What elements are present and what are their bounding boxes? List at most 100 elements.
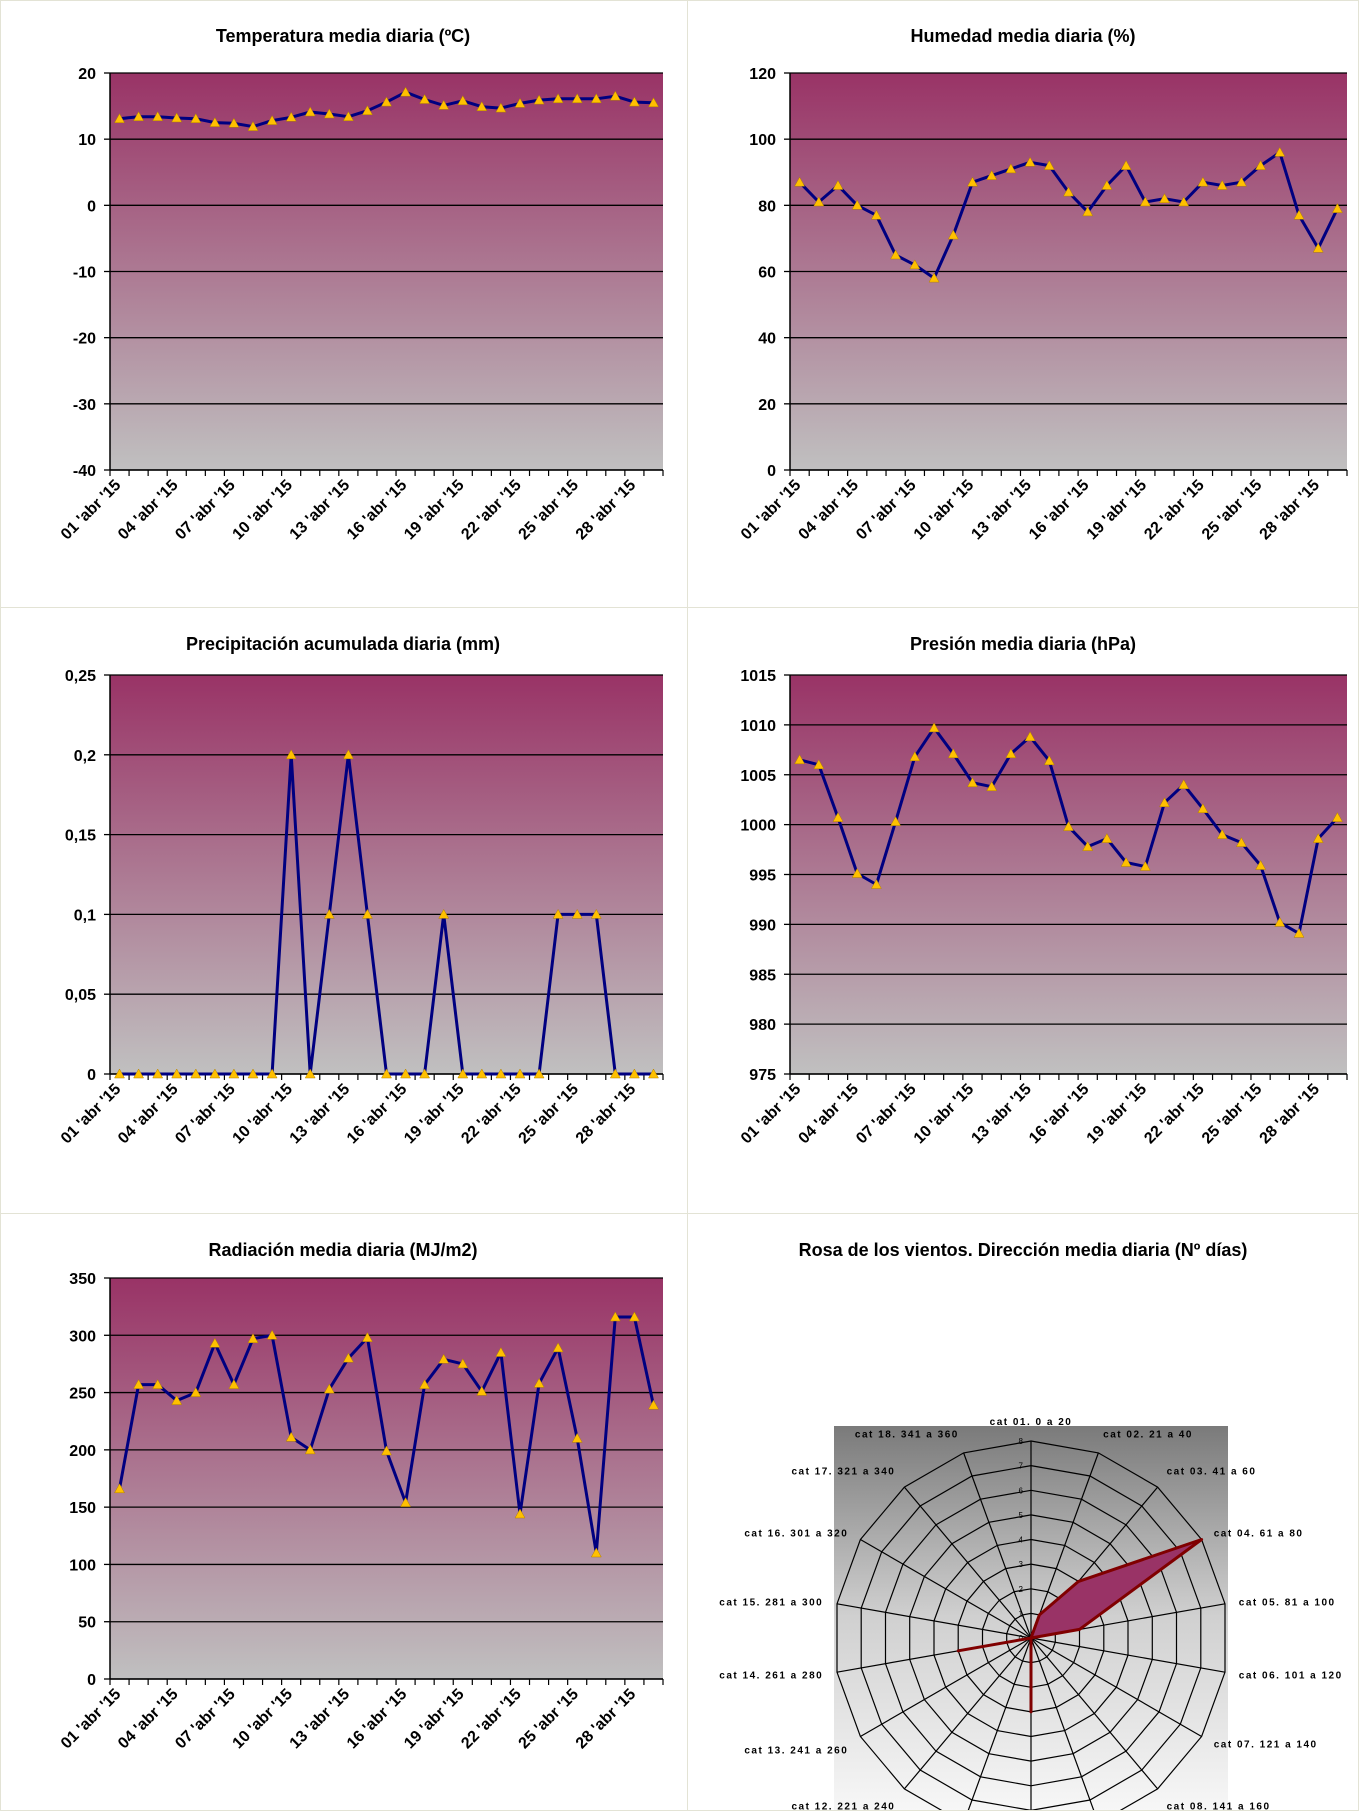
y-tick-label: 0,05 [65, 987, 96, 1004]
x-tick-label: 10 'abr '15 [230, 1081, 297, 1148]
y-tick-label: 0 [87, 198, 96, 215]
data-point [495, 102, 507, 113]
data-point [1235, 837, 1247, 847]
data-point [1178, 196, 1190, 207]
frame-left [0, 0, 1, 1811]
rose-category-label: cat 17. 321 a 340 [791, 1466, 895, 1477]
x-tick-label: 10 'abr '15 [230, 1686, 297, 1753]
data-point [1043, 755, 1055, 766]
y-tick-label: 50 [78, 1615, 96, 1632]
rose-spoke [860, 1637, 1032, 1738]
data-point [1043, 160, 1055, 170]
chart-title: Temperatura media diaria (ºC) [215, 26, 471, 46]
data-point [552, 93, 564, 104]
data-point [209, 1337, 221, 1348]
data-point [609, 1068, 621, 1079]
y-tick-label: 1015 [740, 668, 776, 685]
rose-radial-tick: 7 [1019, 1462, 1024, 1471]
y-tick-label: 1000 [740, 818, 776, 835]
data-point [400, 1068, 412, 1079]
rose-category-label: cat 07. 121 a 140 [1214, 1740, 1318, 1751]
x-tick-label: 16 'abr '15 [344, 477, 411, 544]
x-tick-label: 13 'abr '15 [968, 477, 1035, 544]
x-tick-label: 13 'abr '15 [968, 1081, 1035, 1148]
x-tick-label: 22 'abr '15 [458, 1081, 525, 1148]
data-point [190, 1068, 202, 1079]
data-point [967, 176, 978, 187]
data-point [361, 105, 373, 115]
x-tick-label: 04 'abr '15 [115, 1686, 182, 1753]
y-tick-label: 80 [758, 198, 776, 215]
data-point [1024, 156, 1036, 167]
y-tick-label: 0,15 [65, 828, 96, 845]
chart-title: Humedad media diaria (%) [910, 26, 1136, 46]
rose-spoke [967, 1637, 1032, 1810]
rose-category-label: cat 16. 301 a 320 [744, 1529, 848, 1540]
chart-radiation: Radiación media diaria (MJ/m2) 0 50 100 150… [0, 1214, 686, 1810]
rose-spoke [1030, 1452, 1099, 1639]
data-point [228, 117, 240, 128]
data-point [1005, 163, 1017, 174]
data-point [947, 748, 959, 759]
y-tick-label: -40 [73, 463, 96, 480]
rose-radial-tick: 6 [1019, 1486, 1024, 1495]
x-tick-label: 19 'abr '15 [1084, 1081, 1151, 1148]
data-point [342, 111, 354, 121]
data-point [648, 1068, 659, 1079]
data-point [476, 101, 488, 111]
data-point [1139, 196, 1151, 207]
data-point [967, 777, 978, 787]
chart-title: Rosa de los vientos. Dirección media dia… [798, 1240, 1248, 1260]
data-point [133, 1068, 145, 1079]
y-tick-label: 40 [758, 331, 776, 348]
x-tick-label: 16 'abr '15 [344, 1686, 411, 1753]
y-tick-label: 20 [78, 66, 96, 83]
x-tick-label: 07 'abr '15 [853, 1081, 920, 1148]
rose-category-label: cat 15. 281 a 300 [719, 1597, 823, 1608]
data-point [628, 96, 640, 107]
data-point [457, 1358, 469, 1369]
data-point [928, 722, 940, 733]
y-tick-label: 0,25 [65, 668, 96, 685]
chart-humidity: Humedad media diaria (%) 0 20 40 60 80 100 120… [688, 0, 1358, 606]
data-point [457, 1068, 469, 1079]
data-point [1293, 209, 1305, 220]
rose-category-label: cat 13. 241 a 260 [744, 1746, 848, 1757]
x-tick-label: 25 'abr '15 [1199, 1081, 1266, 1148]
chart-pressure: Presión media diaria (hPa) 975 980 985 990 9… [688, 608, 1358, 1212]
rose-radial-tick: 1 [1019, 1609, 1024, 1618]
data-point [285, 749, 297, 760]
x-tick-label: 28 'abr '15 [1257, 477, 1324, 544]
data-point [228, 1068, 240, 1079]
data-point [909, 259, 921, 270]
data-point [1255, 160, 1267, 170]
data-point [171, 1395, 183, 1405]
data-point [514, 97, 526, 108]
x-tick-label: 22 'abr '15 [458, 477, 525, 544]
data-point [832, 179, 844, 190]
rose-spoke [1030, 1637, 1095, 1810]
data-point [870, 878, 882, 889]
data-point [590, 908, 602, 919]
data-point [628, 1068, 640, 1079]
data-point [628, 1311, 640, 1322]
rose-radial-tick: 2 [1019, 1585, 1024, 1594]
y-tick-label: 0 [767, 463, 776, 480]
data-point [1063, 186, 1074, 197]
y-tick-label: 60 [758, 265, 776, 282]
data-point [228, 1379, 240, 1389]
data-point [514, 1068, 526, 1079]
data-point [190, 113, 202, 123]
chart-temperature: Temperatura media diaria (ºC) -40 -30 -20-… [0, 0, 686, 606]
x-tick-label: 19 'abr '15 [401, 1081, 468, 1148]
data-point [1293, 927, 1305, 938]
rose-category-label: cat 06. 101 a 120 [1239, 1671, 1343, 1682]
rose-category-label: cat 03. 41 a 60 [1167, 1466, 1257, 1477]
data-point [381, 1445, 392, 1456]
data-point [381, 1068, 392, 1079]
y-tick-label: 300 [69, 1328, 96, 1345]
data-point [1024, 731, 1036, 742]
chart-title: Radiación media diaria (MJ/m2) [208, 1240, 478, 1260]
data-point [1082, 206, 1094, 217]
